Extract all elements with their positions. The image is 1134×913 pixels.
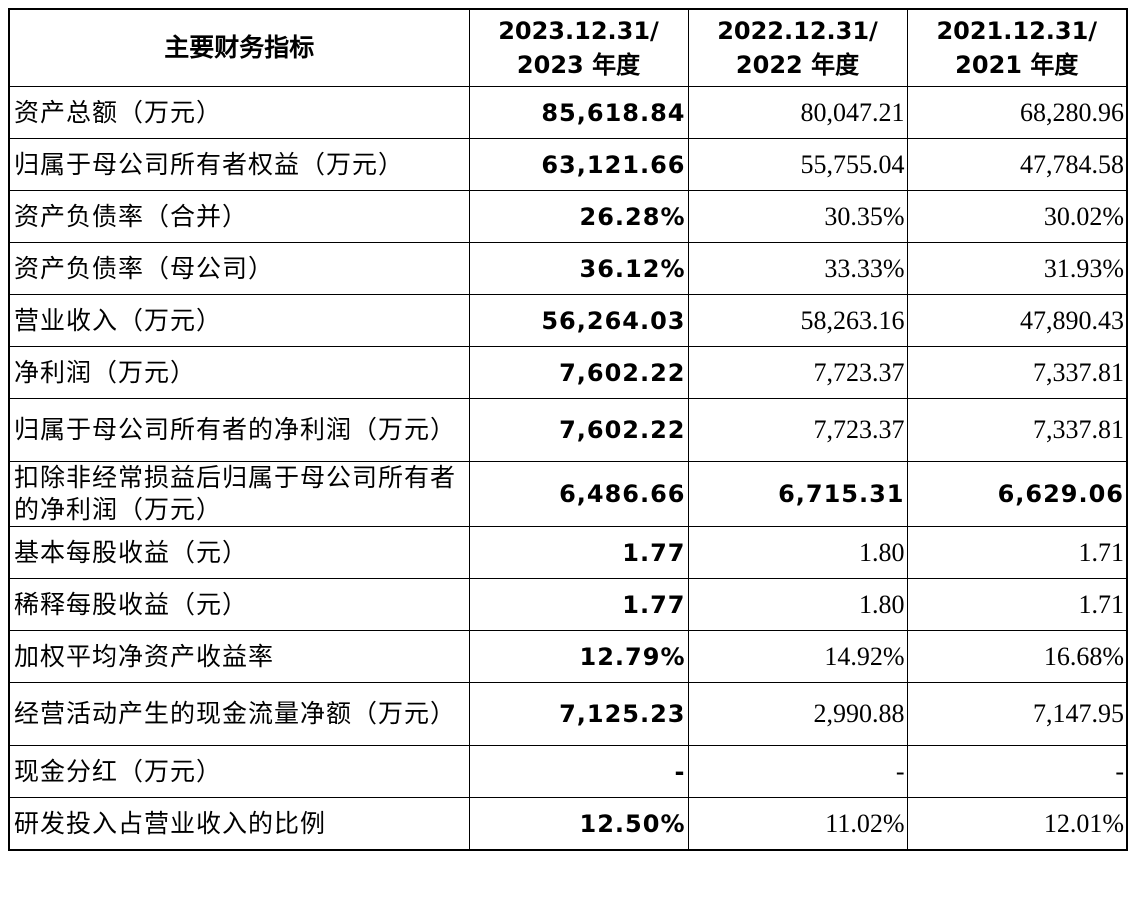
cell-2021: 12.01%	[906, 797, 1128, 851]
table-row: 经营活动产生的现金流量净额（万元） 7,125.23 2,990.88 7,14…	[8, 682, 1128, 746]
header-2021: 2021.12.31/ 2021 年度	[906, 8, 1128, 87]
cell-2021: 6,629.06	[906, 461, 1128, 527]
cell-2023: 36.12%	[468, 242, 689, 295]
cell-2022: 2,990.88	[687, 682, 908, 746]
header-2022-line2: 2022 年度	[735, 51, 860, 79]
cell-2021: 47,890.43	[906, 294, 1128, 347]
row-label: 基本每股收益（元）	[8, 526, 470, 579]
header-2022-line1: 2022.12.31/	[717, 17, 878, 45]
row-label: 资产负债率（母公司）	[8, 242, 470, 295]
header-2021-line2: 2021 年度	[955, 51, 1079, 79]
cell-2022: 1.80	[687, 526, 908, 579]
table-row: 资产负债率（合并） 26.28% 30.35% 30.02%	[8, 190, 1128, 243]
header-indicator-text: 主要财务指标	[164, 33, 315, 62]
cell-2021: 1.71	[906, 526, 1128, 579]
header-2023-line1: 2023.12.31/	[498, 17, 659, 45]
row-label: 扣除非经常损益后归属于母公司所有者的净利润（万元）	[8, 461, 470, 527]
cell-2021: 1.71	[906, 578, 1128, 631]
header-2023: 2023.12.31/ 2023 年度	[468, 8, 689, 87]
cell-2022: 33.33%	[687, 242, 908, 295]
table-row: 现金分红（万元） - - -	[8, 745, 1128, 798]
cell-2021: 47,784.58	[906, 138, 1128, 191]
row-label: 归属于母公司所有者权益（万元）	[8, 138, 470, 191]
row-label: 研发投入占营业收入的比例	[8, 797, 470, 851]
cell-2022: 30.35%	[687, 190, 908, 243]
cell-2023: 7,125.23	[468, 682, 689, 746]
cell-2021: 16.68%	[906, 630, 1128, 683]
table-row: 营业收入（万元） 56,264.03 58,263.16 47,890.43	[8, 294, 1128, 347]
row-label: 归属于母公司所有者的净利润（万元）	[8, 398, 470, 462]
cell-2022: 58,263.16	[687, 294, 908, 347]
cell-2022: 1.80	[687, 578, 908, 631]
cell-2023: 6,486.66	[468, 461, 689, 527]
cell-2022: 6,715.31	[687, 461, 908, 527]
table-row: 基本每股收益（元） 1.77 1.80 1.71	[8, 526, 1128, 579]
cell-2023: 26.28%	[468, 190, 689, 243]
cell-2023: 1.77	[468, 578, 689, 631]
table-row: 稀释每股收益（元） 1.77 1.80 1.71	[8, 578, 1128, 631]
cell-2023: 1.77	[468, 526, 689, 579]
cell-2023: 12.50%	[468, 797, 689, 851]
cell-2021: 68,280.96	[906, 86, 1128, 139]
cell-2022: -	[687, 745, 908, 798]
cell-2023: 12.79%	[468, 630, 689, 683]
cell-2022: 14.92%	[687, 630, 908, 683]
cell-2023: 7,602.22	[468, 346, 689, 399]
header-row: 主要财务指标 2023.12.31/ 2023 年度 2022.12.31/ 2…	[8, 8, 1128, 87]
cell-2021: -	[906, 745, 1128, 798]
table-row: 净利润（万元） 7,602.22 7,723.37 7,337.81	[8, 346, 1128, 399]
table-row: 归属于母公司所有者的净利润（万元） 7,602.22 7,723.37 7,33…	[8, 398, 1128, 462]
row-label: 经营活动产生的现金流量净额（万元）	[8, 682, 470, 746]
row-label: 净利润（万元）	[8, 346, 470, 399]
header-2023-line2: 2023 年度	[516, 51, 641, 79]
row-label: 现金分红（万元）	[8, 745, 470, 798]
cell-2023: 63,121.66	[468, 138, 689, 191]
financial-indicators-table-wrapper: 主要财务指标 2023.12.31/ 2023 年度 2022.12.31/ 2…	[8, 8, 1128, 851]
table-row: 研发投入占营业收入的比例 12.50% 11.02% 12.01%	[8, 797, 1128, 851]
financial-indicators-table: 主要财务指标 2023.12.31/ 2023 年度 2022.12.31/ 2…	[8, 8, 1128, 851]
cell-2023: 56,264.03	[468, 294, 689, 347]
table-row: 资产负债率（母公司） 36.12% 33.33% 31.93%	[8, 242, 1128, 295]
cell-2023: 7,602.22	[468, 398, 689, 462]
row-label: 营业收入（万元）	[8, 294, 470, 347]
row-label: 资产负债率（合并）	[8, 190, 470, 243]
table-row: 归属于母公司所有者权益（万元） 63,121.66 55,755.04 47,7…	[8, 138, 1128, 191]
cell-2023: -	[468, 745, 689, 798]
header-2022: 2022.12.31/ 2022 年度	[687, 8, 908, 87]
header-indicator: 主要财务指标	[8, 8, 470, 87]
cell-2022: 7,723.37	[687, 398, 908, 462]
cell-2022: 55,755.04	[687, 138, 908, 191]
table-row: 资产总额（万元） 85,618.84 80,047.21 68,280.96	[8, 86, 1128, 139]
cell-2021: 7,147.95	[906, 682, 1128, 746]
cell-2021: 30.02%	[906, 190, 1128, 243]
table-row: 扣除非经常损益后归属于母公司所有者的净利润（万元） 6,486.66 6,715…	[8, 461, 1128, 527]
cell-2023: 85,618.84	[468, 86, 689, 139]
row-label: 资产总额（万元）	[8, 86, 470, 139]
table-row: 加权平均净资产收益率 12.79% 14.92% 16.68%	[8, 630, 1128, 683]
cell-2022: 7,723.37	[687, 346, 908, 399]
cell-2021: 7,337.81	[906, 398, 1128, 462]
cell-2021: 31.93%	[906, 242, 1128, 295]
header-2021-line1: 2021.12.31/	[936, 17, 1098, 45]
row-label: 稀释每股收益（元）	[8, 578, 470, 631]
cell-2021: 7,337.81	[906, 346, 1128, 399]
cell-2022: 11.02%	[687, 797, 908, 851]
cell-2022: 80,047.21	[687, 86, 908, 139]
row-label: 加权平均净资产收益率	[8, 630, 470, 683]
